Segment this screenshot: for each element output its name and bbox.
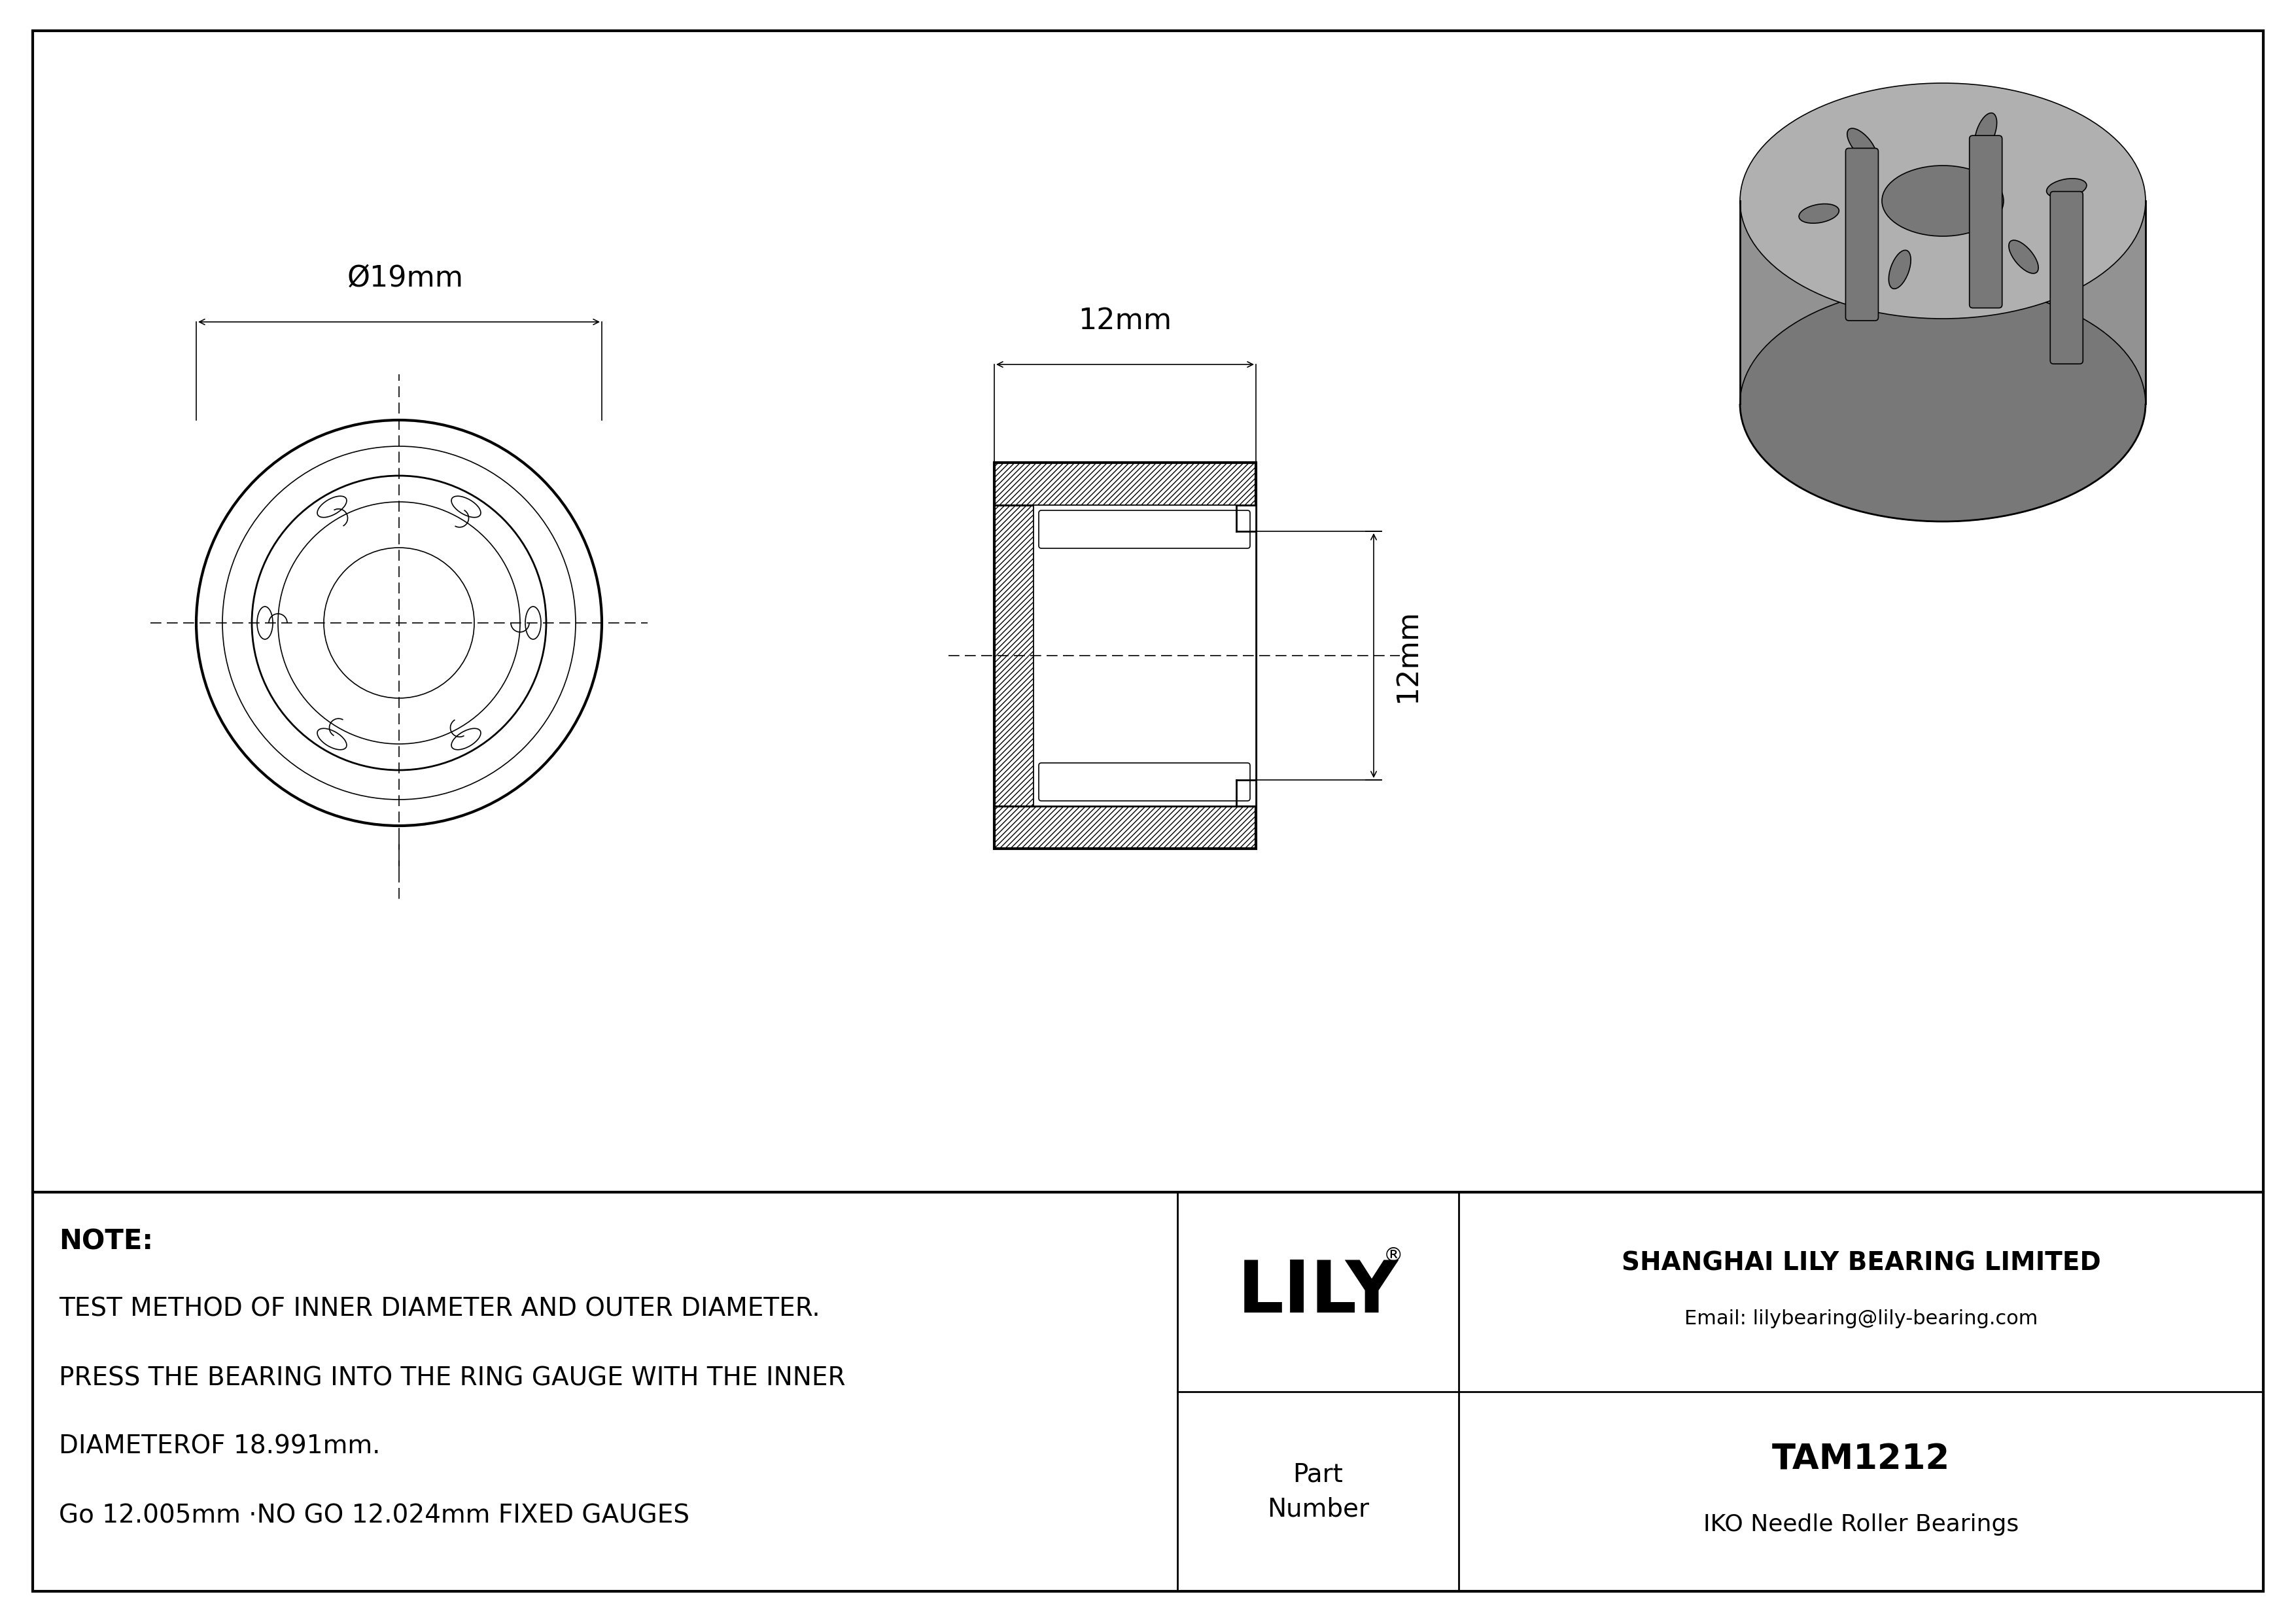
Text: LILY: LILY bbox=[1238, 1257, 1398, 1327]
FancyBboxPatch shape bbox=[1846, 148, 1878, 320]
Text: Go 12.005mm ·NO GO 12.024mm FIXED GAUGES: Go 12.005mm ·NO GO 12.024mm FIXED GAUGES bbox=[60, 1502, 689, 1528]
Bar bbox=[1740, 201, 2144, 404]
Text: Email: lilybearing@lily-bearing.com: Email: lilybearing@lily-bearing.com bbox=[1685, 1309, 2039, 1328]
Ellipse shape bbox=[1800, 205, 1839, 222]
Ellipse shape bbox=[2009, 240, 2039, 273]
Text: ®: ® bbox=[1382, 1247, 1403, 1265]
FancyBboxPatch shape bbox=[1038, 510, 1249, 549]
Ellipse shape bbox=[1975, 114, 1998, 151]
Text: 12mm: 12mm bbox=[1079, 307, 1171, 335]
Text: Ø19mm: Ø19mm bbox=[347, 265, 464, 292]
Ellipse shape bbox=[1848, 128, 1876, 161]
FancyBboxPatch shape bbox=[2050, 192, 2082, 364]
Ellipse shape bbox=[1883, 166, 2004, 235]
Bar bbox=[1033, 505, 1256, 806]
Text: PRESS THE BEARING INTO THE RING GAUGE WITH THE INNER: PRESS THE BEARING INTO THE RING GAUGE WI… bbox=[60, 1366, 845, 1390]
Text: IKO Needle Roller Bearings: IKO Needle Roller Bearings bbox=[1704, 1514, 2018, 1536]
Text: TEST METHOD OF INNER DIAMETER AND OUTER DIAMETER.: TEST METHOD OF INNER DIAMETER AND OUTER … bbox=[60, 1298, 820, 1322]
Bar bbox=[994, 806, 1256, 849]
Text: NOTE:: NOTE: bbox=[60, 1228, 154, 1255]
Bar bbox=[994, 463, 1256, 849]
Bar bbox=[994, 463, 1256, 505]
Text: 12mm: 12mm bbox=[1394, 609, 1421, 703]
Text: SHANGHAI LILY BEARING LIMITED: SHANGHAI LILY BEARING LIMITED bbox=[1621, 1250, 2101, 1275]
Ellipse shape bbox=[1740, 286, 2144, 521]
Text: Part
Number: Part Number bbox=[1267, 1462, 1368, 1522]
Bar bbox=[994, 505, 1033, 806]
Text: DIAMETEROF 18.991mm.: DIAMETEROF 18.991mm. bbox=[60, 1434, 381, 1458]
Ellipse shape bbox=[2046, 179, 2087, 198]
FancyBboxPatch shape bbox=[1038, 763, 1249, 801]
Ellipse shape bbox=[1890, 250, 1910, 289]
Text: TAM1212: TAM1212 bbox=[1773, 1442, 1949, 1476]
Ellipse shape bbox=[1740, 83, 2144, 318]
FancyBboxPatch shape bbox=[1970, 135, 2002, 309]
